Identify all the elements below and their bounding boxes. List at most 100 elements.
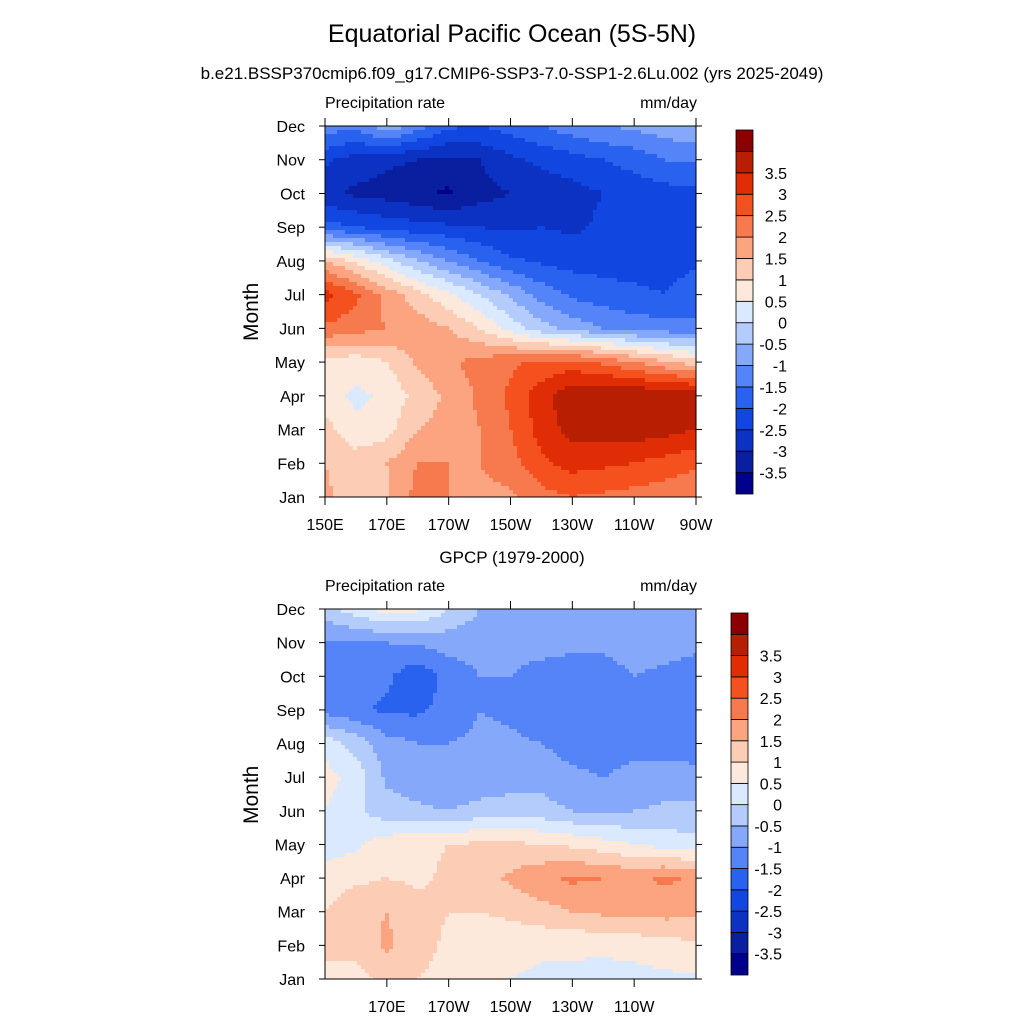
y-tick-label: Sep xyxy=(277,703,306,720)
y-tick-label: Apr xyxy=(280,389,306,406)
y-tick-label: Jan xyxy=(279,490,305,507)
colorbar-swatch xyxy=(735,322,754,345)
y-tick-label: Apr xyxy=(280,871,306,888)
panel2-right-label: mm/day xyxy=(640,578,697,595)
colorbar-label: 1.5 xyxy=(760,734,782,751)
colorbar-label: -1 xyxy=(773,359,787,376)
colorbar-swatch xyxy=(735,129,754,152)
y-tick-label: May xyxy=(275,355,305,372)
colorbar-label: -3 xyxy=(773,444,787,461)
colorbar-swatch xyxy=(735,279,754,302)
x-tick-label: 150W xyxy=(490,999,533,1016)
colorbar-label: -2.5 xyxy=(759,423,787,440)
colorbar-label: -1 xyxy=(768,840,782,857)
colorbar-swatch xyxy=(730,846,749,869)
y-tick-label: Dec xyxy=(277,602,305,619)
colorbar-swatch xyxy=(735,193,754,217)
y-tick-label: Mar xyxy=(277,423,305,440)
colorbar-swatch xyxy=(730,740,749,763)
colorbar-label: -3 xyxy=(768,925,782,942)
colorbar-swatch xyxy=(735,429,754,452)
colorbar-swatch xyxy=(730,910,749,933)
x-tick-label: 150W xyxy=(490,517,533,534)
panel2-left-label: Precipitation rate xyxy=(325,578,446,595)
y-tick-label: Jun xyxy=(279,321,305,338)
y-tick-label: Jun xyxy=(279,804,305,821)
y-tick-label: Aug xyxy=(277,737,305,754)
x-tick-label: 130W xyxy=(551,999,594,1016)
colorbar-swatch xyxy=(735,258,754,281)
y-tick-label: Jul xyxy=(285,770,305,787)
colorbar-swatch xyxy=(730,868,749,891)
colorbar-label: -2.5 xyxy=(754,904,782,921)
colorbar-swatch xyxy=(730,612,749,635)
x-tick-label: 170E xyxy=(368,517,405,534)
y-tick-label: Feb xyxy=(277,456,305,473)
colorbar-swatch xyxy=(735,151,754,174)
y-tick-label: Oct xyxy=(280,186,305,203)
colorbar-swatch xyxy=(730,804,749,827)
colorbar-label: -2 xyxy=(768,883,782,900)
colorbar-label: 1 xyxy=(778,273,787,290)
colorbar-swatch xyxy=(730,782,749,806)
panel1-right-label: mm/day xyxy=(640,95,697,112)
colorbar-swatch xyxy=(735,472,754,495)
colorbar-label: -3.5 xyxy=(759,466,787,483)
colorbar-swatch xyxy=(735,215,754,238)
colorbar-swatch xyxy=(730,932,749,955)
colorbar-swatch xyxy=(730,676,749,699)
colorbar-label: 2 xyxy=(773,712,782,729)
x-tick-label: 110W xyxy=(614,999,656,1016)
colorbar-swatch xyxy=(735,172,754,195)
colorbar-label: 0.5 xyxy=(760,776,782,793)
x-tick-label: 130W xyxy=(551,517,594,534)
y-tick-label: Mar xyxy=(277,905,305,922)
y-tick-label: Jul xyxy=(285,288,305,305)
y-tick-label: Dec xyxy=(277,119,305,136)
colorbar-swatch xyxy=(730,761,749,784)
colorbar-swatch xyxy=(735,450,754,473)
colorbar-swatch xyxy=(730,655,749,678)
y-tick-label: Sep xyxy=(277,220,306,237)
colorbar-swatch xyxy=(730,953,749,976)
panel1-contour-plot: Jan Feb Mar Apr May Jun Jul Aug Sep Oct Nov Dec 150E… xyxy=(275,118,787,534)
x-tick-label: 170W xyxy=(428,517,471,534)
y-tick-label: Nov xyxy=(277,636,305,653)
x-tick-label: 150E xyxy=(306,517,343,534)
colorbar-label: 1.5 xyxy=(765,251,787,268)
colorbar-label: -0.5 xyxy=(754,819,782,836)
y-tick-label: Feb xyxy=(277,938,305,955)
colorbar-label: -1.5 xyxy=(759,380,787,397)
y-tick-label: Aug xyxy=(277,254,305,271)
figure-title: Equatorial Pacific Ocean (5S-5N) xyxy=(327,20,697,48)
colorbar-swatch xyxy=(735,236,754,259)
colorbar-label: 3 xyxy=(773,670,782,687)
colorbar-label: 3 xyxy=(778,187,787,204)
panel2-contour-plot: Jan Feb Mar Apr May Jun Jul Aug Sep Oct Nov Dec 170E… xyxy=(275,601,782,1016)
colorbar-swatch xyxy=(735,407,754,431)
figure-subtitle: b.e21.BSSP370cmip6.f09_g17.CMIP6-SSP3-7.… xyxy=(200,64,824,83)
colorbar-label: 2.5 xyxy=(765,209,787,226)
panel2-title: GPCP (1979-2000) xyxy=(439,548,585,567)
colorbar-label: 1 xyxy=(773,755,782,772)
colorbar-label: -1.5 xyxy=(754,862,782,879)
colorbar-swatch xyxy=(730,697,749,720)
colorbar-swatch xyxy=(735,386,754,409)
colorbar-label: -3.5 xyxy=(754,947,782,964)
y-tick-label: Nov xyxy=(277,153,305,170)
x-tick-label: 170W xyxy=(428,999,471,1016)
colorbar-label: 3.5 xyxy=(760,649,782,666)
colorbar-label: 0 xyxy=(773,798,782,815)
colorbar-label: -2 xyxy=(773,401,787,418)
y-tick-label: May xyxy=(275,837,305,854)
y-tick-label: Jan xyxy=(279,972,305,989)
colorbar-label: 2 xyxy=(778,230,787,247)
x-tick-label: 170E xyxy=(368,999,405,1016)
y-tick-label: Oct xyxy=(280,669,305,686)
colorbar-swatch xyxy=(735,343,754,366)
colorbar-label: 2.5 xyxy=(760,691,782,708)
colorbar-swatch xyxy=(730,825,749,848)
panel1-left-label: Precipitation rate xyxy=(325,95,446,112)
colorbar-swatch xyxy=(730,633,749,656)
